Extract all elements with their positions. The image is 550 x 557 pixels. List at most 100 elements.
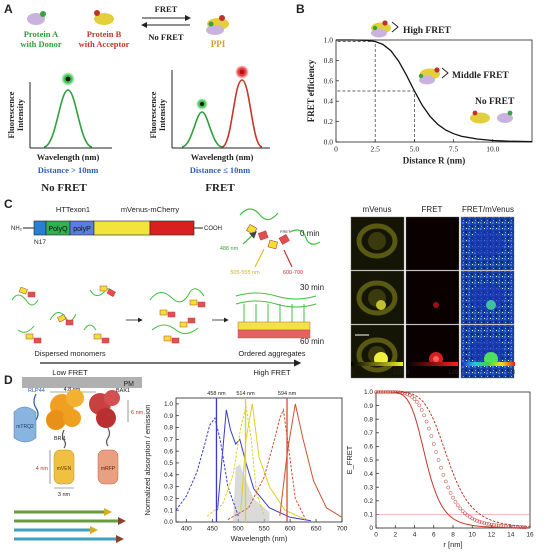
x-tick-label: 600 bbox=[285, 526, 296, 533]
mrfp-protein bbox=[97, 449, 119, 485]
y-tick-label: 0.5 bbox=[164, 460, 173, 467]
middle-fret-icon bbox=[418, 67, 449, 85]
plot-frame bbox=[375, 391, 531, 529]
efret-point bbox=[417, 403, 422, 408]
cooh-terminus: COOH bbox=[204, 226, 222, 232]
x-tick-label: 14 bbox=[507, 532, 515, 539]
distance-far-label: Distance > 10nm bbox=[38, 165, 99, 175]
no-fret-arrow-label: No FRET bbox=[148, 32, 184, 42]
n17-segment bbox=[33, 220, 47, 236]
intermediate-scheme bbox=[149, 288, 206, 344]
panel-letter-b: B bbox=[296, 2, 305, 16]
micrograph-r1-c1 bbox=[405, 270, 460, 325]
annotation-high-fret: High FRET bbox=[403, 26, 451, 36]
micrograph-r1-c2 bbox=[460, 270, 515, 325]
laser-label: 514 nm bbox=[236, 391, 255, 397]
plot-frame bbox=[335, 39, 533, 143]
row-60-min: 60 min bbox=[300, 337, 324, 346]
ppi-label: PPI bbox=[211, 39, 226, 49]
x-axis-label: r [nm] bbox=[443, 540, 462, 549]
annotation-no-fret: No FRET bbox=[475, 97, 515, 107]
fusion-title: mVenus-mCherry bbox=[121, 205, 180, 214]
y-tick-label: 0.7 bbox=[364, 430, 373, 437]
plasma-membrane bbox=[22, 377, 142, 388]
y-tick-label: 0.9 bbox=[164, 413, 173, 420]
efret-point bbox=[448, 491, 453, 495]
efficiency-curve bbox=[336, 39, 533, 143]
laser-label: 594 nm bbox=[278, 391, 297, 397]
bak1-protein bbox=[89, 390, 120, 428]
pm-label: PM bbox=[124, 381, 135, 388]
efret-point bbox=[518, 525, 523, 529]
panel-letter-c: C bbox=[4, 197, 13, 211]
fret-tag: FRET bbox=[280, 229, 291, 234]
rlp44-label: RLP44 bbox=[28, 388, 45, 394]
efret-point bbox=[480, 520, 484, 525]
x-tick-label: 5.0 bbox=[410, 145, 420, 154]
micrograph-r2-c0 bbox=[350, 324, 405, 379]
mven-label: mVEN bbox=[57, 466, 72, 472]
aggregate-scheme bbox=[235, 292, 317, 339]
x-tick-label: 550 bbox=[259, 526, 270, 533]
y-tick-label: 0.6 bbox=[364, 444, 373, 451]
polyp-label: polyP bbox=[73, 226, 91, 233]
efret-point bbox=[506, 524, 511, 529]
x-tick-label: 450 bbox=[207, 526, 218, 533]
bri1-linker bbox=[61, 429, 67, 449]
bri1-protein bbox=[46, 389, 84, 430]
y-tick-label: 0.4 bbox=[164, 472, 173, 479]
efret-point bbox=[439, 465, 443, 470]
low-fret-label: Low FRET bbox=[52, 368, 88, 377]
spectrum-no-fret: Fluorescence Intensity Wavelength (nm) D… bbox=[6, 72, 112, 194]
fret-efficiency-chart: 0 2.5 5.0 7.5 10.0 0.0 0.2 0.4 0.6 0.8 1.0 Distance… bbox=[306, 36, 533, 166]
guide-line bbox=[336, 41, 376, 142]
mturq2-label: mTRQ2 bbox=[16, 424, 34, 430]
efret-point bbox=[424, 419, 429, 424]
y-tick-label: 0.8 bbox=[324, 56, 334, 65]
efret-point bbox=[434, 450, 439, 454]
efret-point bbox=[446, 485, 451, 490]
rlp44-linker bbox=[33, 393, 39, 421]
efret-point bbox=[422, 413, 426, 418]
efret-point bbox=[458, 506, 463, 511]
y-tick-label: 0.6 bbox=[164, 448, 173, 455]
scale-ratio-max: 1.8 bbox=[507, 370, 516, 376]
distance-near-label: Distance ≤ 10nm bbox=[190, 165, 250, 175]
y-tick-label: 0.1 bbox=[364, 512, 373, 519]
x-axis-label: Distance R (nm) bbox=[403, 156, 466, 166]
distance-6-label: 6 nm bbox=[131, 410, 144, 416]
x-tick-label: 16 bbox=[526, 532, 534, 539]
efret-point bbox=[436, 458, 441, 462]
x-tick-label: 700 bbox=[337, 526, 348, 533]
y-tick-label: 0.6 bbox=[324, 76, 334, 85]
efret-curve-2 bbox=[376, 391, 531, 528]
efret-point bbox=[504, 524, 508, 529]
x-tick-label: 500 bbox=[233, 526, 244, 533]
microscopy-grid bbox=[350, 216, 515, 379]
spectral-overlap bbox=[233, 464, 270, 522]
mvenus-colorbar bbox=[351, 362, 403, 366]
y-tick-label: 0.2 bbox=[324, 117, 334, 126]
x-tick-label: 12 bbox=[488, 532, 496, 539]
distance-3-label: 3 nm bbox=[58, 492, 71, 498]
energy-transfer-arrows bbox=[14, 508, 126, 543]
y-tick-label: 0.4 bbox=[324, 97, 334, 106]
y-axis-label-right: Fluorescence bbox=[148, 91, 158, 138]
scale-mvenus-min: 0 bbox=[351, 370, 355, 376]
efret-point bbox=[472, 517, 477, 522]
x-tick-label: 8 bbox=[451, 532, 455, 539]
construct-title: HTTexon1 bbox=[56, 205, 90, 214]
y-axis-label-left-2: Intensity bbox=[15, 98, 25, 131]
scale-fret-max: 120 bbox=[448, 370, 459, 376]
y-tick-label: 0.3 bbox=[364, 484, 373, 491]
protein-b-label: Protein B bbox=[87, 29, 122, 39]
efret-curve-0 bbox=[376, 391, 530, 529]
efret-point bbox=[412, 397, 417, 401]
no-fret-caption: No FRET bbox=[41, 182, 87, 194]
efret-point bbox=[455, 503, 460, 508]
efret-point bbox=[403, 391, 407, 396]
excitation-wavelength: 488 nm bbox=[220, 246, 239, 252]
y-tick-label: 0.9 bbox=[364, 403, 373, 410]
y-axis-label-left: Fluorescence bbox=[6, 91, 16, 138]
